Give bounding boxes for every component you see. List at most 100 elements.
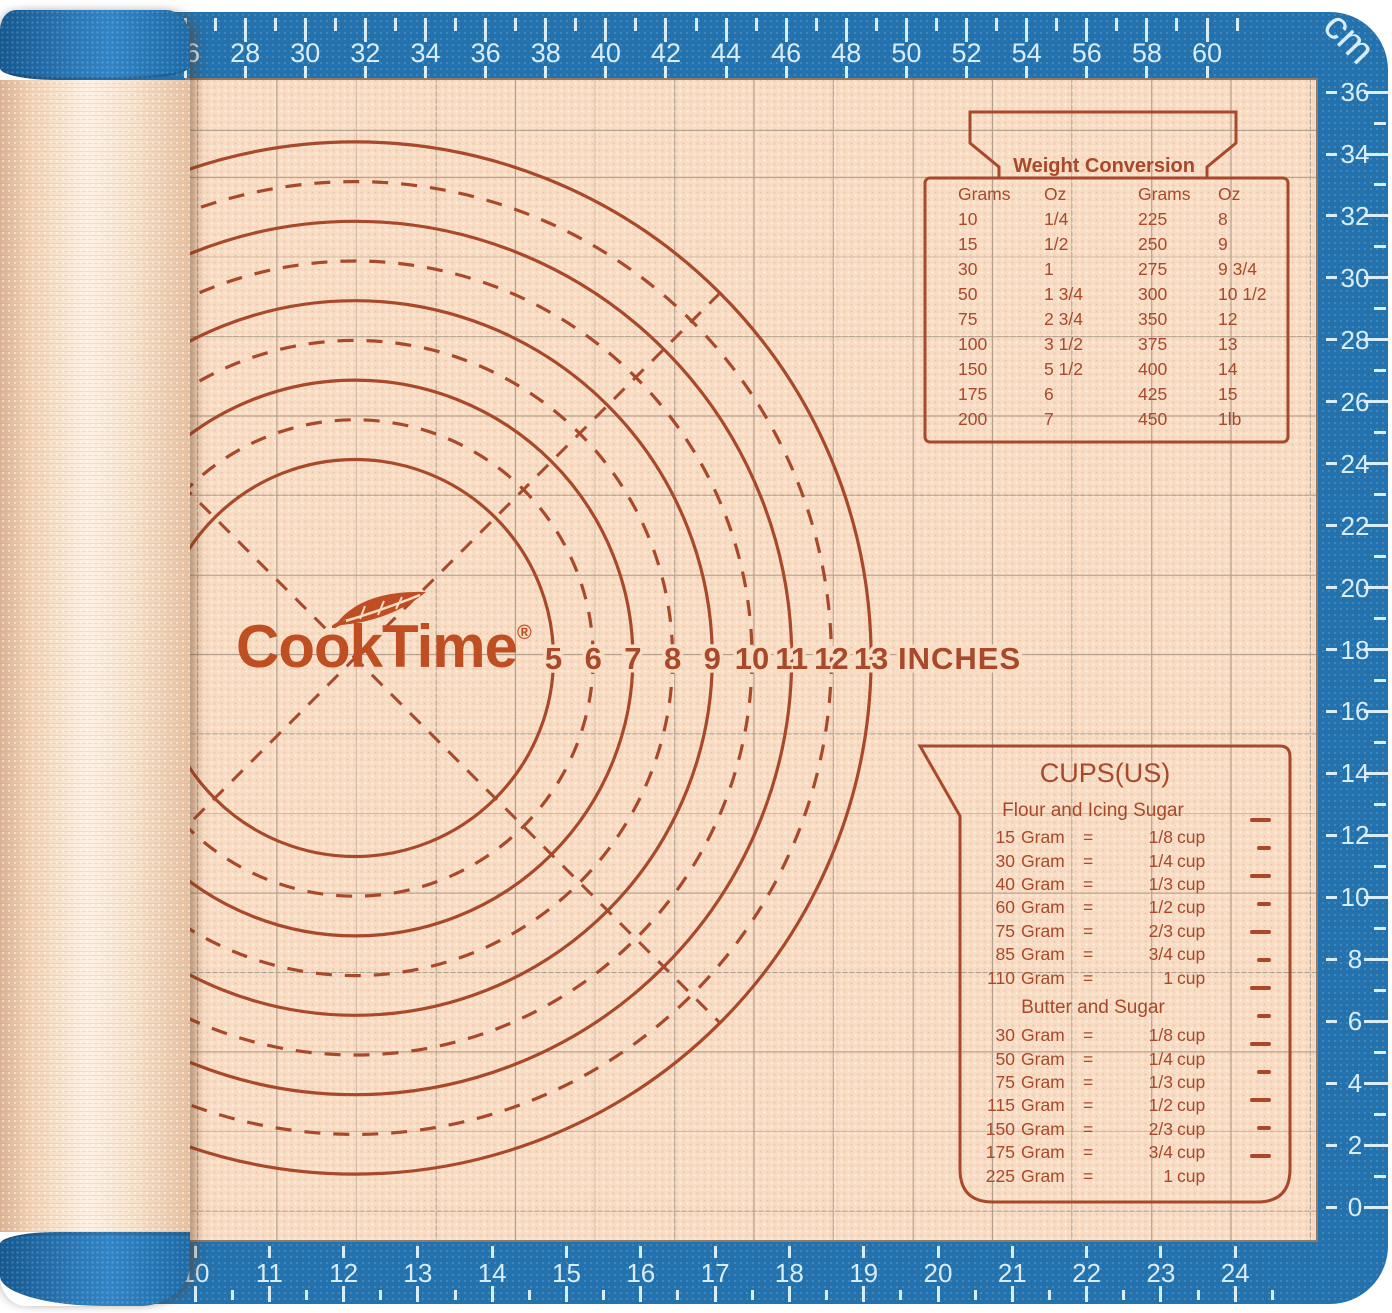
ruler-tick-top — [1233, 1246, 1237, 1258]
cups-amount: 1/2 — [1148, 897, 1173, 918]
ruler-label: 60 — [1192, 38, 1223, 68]
ruler-tick-minor — [527, 1290, 531, 1300]
ruler-tick-bottom — [193, 1286, 197, 1302]
cups-equals: = — [1083, 1142, 1094, 1163]
weight-cell: 200 — [958, 409, 988, 429]
weight-cell: 450 — [1138, 409, 1168, 429]
ruler-tick-top — [1085, 1246, 1089, 1258]
weight-cell: 9 3/4 — [1218, 259, 1257, 279]
cups-equals: = — [1083, 827, 1094, 848]
ruler-tick-major — [965, 18, 969, 42]
ruler-tick-right — [1364, 276, 1388, 280]
cups-us-title: CUPS(US) — [1039, 758, 1171, 788]
weight-cell: 1/4 — [1044, 209, 1069, 229]
ruler-tick-minor — [694, 18, 698, 31]
roll-blue-edge-bottom — [0, 1232, 190, 1306]
cups-equals: = — [1083, 944, 1094, 965]
weight-cell: 175 — [958, 384, 988, 404]
ruler-tick-edge — [724, 66, 728, 78]
ruler-tick-top — [267, 1246, 271, 1258]
ruler-tick-left — [1326, 214, 1337, 218]
ruler-tick-major — [303, 18, 307, 42]
ruler-label: 58 — [1131, 38, 1162, 68]
ruler-tick-major — [243, 18, 247, 42]
ruler-tick-minor — [230, 1290, 234, 1300]
ruler-tick-left — [1326, 1205, 1337, 1209]
ruler-tick-edge — [183, 66, 187, 78]
ruler-tick-minor — [1122, 1290, 1126, 1300]
ruler-label: 48 — [831, 38, 862, 68]
cup-graduation-mark — [1250, 1154, 1271, 1158]
ruler-tick-minor — [676, 1290, 680, 1300]
ruler-tick-minor — [1175, 18, 1179, 31]
ruler-tick-right — [1364, 895, 1388, 899]
cups-gram-word: Gram — [1021, 1142, 1065, 1163]
cups-unit-word: cup — [1177, 1165, 1206, 1186]
weight-cell: 15 — [1218, 384, 1238, 404]
ruler-tick-right — [1364, 833, 1388, 837]
ruler-tick-bottom — [490, 1286, 494, 1302]
ruler-tick-minor — [825, 1290, 829, 1300]
cups-unit-word: cup — [1177, 897, 1206, 918]
ruler-tick-bottom — [1159, 1286, 1163, 1302]
cups-section-rows: 30 Gram = 1/8 cup 50 Gram = 1/4 cup 75 Gram = 1/3 cup 1… — [973, 1024, 1225, 1188]
weight-cell: 5 1/2 — [1044, 359, 1083, 379]
cups-unit-word: cup — [1177, 1142, 1206, 1163]
cups-section-heading: Butter and Sugar — [1021, 997, 1165, 1018]
ruler-label: 56 — [1071, 38, 1102, 68]
cups-gram-word: Gram — [1021, 897, 1065, 918]
ruler-tick-left — [1326, 1081, 1337, 1085]
cups-grams: 150 — [985, 1118, 1015, 1139]
cups-unit-word: cup — [1177, 873, 1206, 894]
ruler-label: 38 — [530, 38, 561, 68]
ruler-tick-bottom — [565, 1286, 568, 1302]
ruler-tick-bottom — [1233, 1286, 1237, 1302]
ruler-tick-minor — [1374, 740, 1386, 744]
ruler-tick-minor — [1374, 926, 1386, 930]
ruler-tick-major — [1025, 18, 1029, 42]
ruler-label: 30 — [290, 38, 321, 68]
ruler-tick-minor — [304, 1290, 308, 1300]
ruler-tick-bottom — [713, 1286, 717, 1302]
cups-unit-word: cup — [1177, 1118, 1206, 1139]
weight-cell: 150 — [958, 359, 988, 379]
ruler-tick-minor — [514, 18, 518, 31]
ruler-tick-minor — [754, 18, 758, 31]
ruler-tick-edge — [1025, 66, 1029, 78]
cups-amount: 1/3 — [1148, 1071, 1173, 1092]
ruler-tick-minor — [1374, 121, 1386, 125]
cups-grams: 85 — [995, 944, 1015, 965]
ruler-label: 44 — [711, 38, 742, 68]
ruler-tick-edge — [1085, 66, 1089, 78]
ruler-tick-right — [1364, 957, 1388, 961]
ruler-tick-bottom — [787, 1286, 791, 1302]
ruler-tick-minor — [1374, 555, 1386, 559]
ruler-tick-edge — [904, 66, 908, 78]
ruler-tick-top — [490, 1246, 494, 1258]
weight-cell: 1 — [1044, 259, 1054, 279]
weight-cell: 50 — [958, 284, 978, 304]
ruler-tick-right — [1364, 524, 1388, 528]
cups-amount: 2/3 — [1148, 920, 1173, 941]
ruler-label: 19 — [849, 1258, 879, 1288]
ruler-tick-minor — [1374, 1174, 1386, 1178]
ruler-label: 54 — [1011, 38, 1042, 68]
ruler-tick-minor — [1115, 18, 1119, 31]
weight-col-header: Grams — [1138, 184, 1191, 204]
ruler-tick-minor — [213, 18, 217, 31]
ruler-tick-minor — [1374, 802, 1386, 806]
cups-amount: 3/4 — [1148, 944, 1173, 965]
ruler-tick-minor — [1374, 1050, 1386, 1054]
ruler-tick-major — [784, 18, 788, 42]
cups-amount: 1/4 — [1148, 850, 1173, 871]
ruler-tick-left — [1326, 90, 1337, 94]
ruler-tick-right — [1364, 462, 1388, 466]
ruler-tick-edge — [544, 66, 548, 78]
cups-gram-word: Gram — [1021, 920, 1065, 941]
ruler-tick-minor — [1374, 245, 1386, 249]
ruler-label: 16 — [626, 1258, 656, 1288]
ruler-label: 46 — [771, 38, 802, 68]
weight-cell: 1/2 — [1044, 234, 1069, 254]
ruler-tick-edge — [363, 66, 367, 78]
ruler-tick-minor — [814, 18, 818, 31]
